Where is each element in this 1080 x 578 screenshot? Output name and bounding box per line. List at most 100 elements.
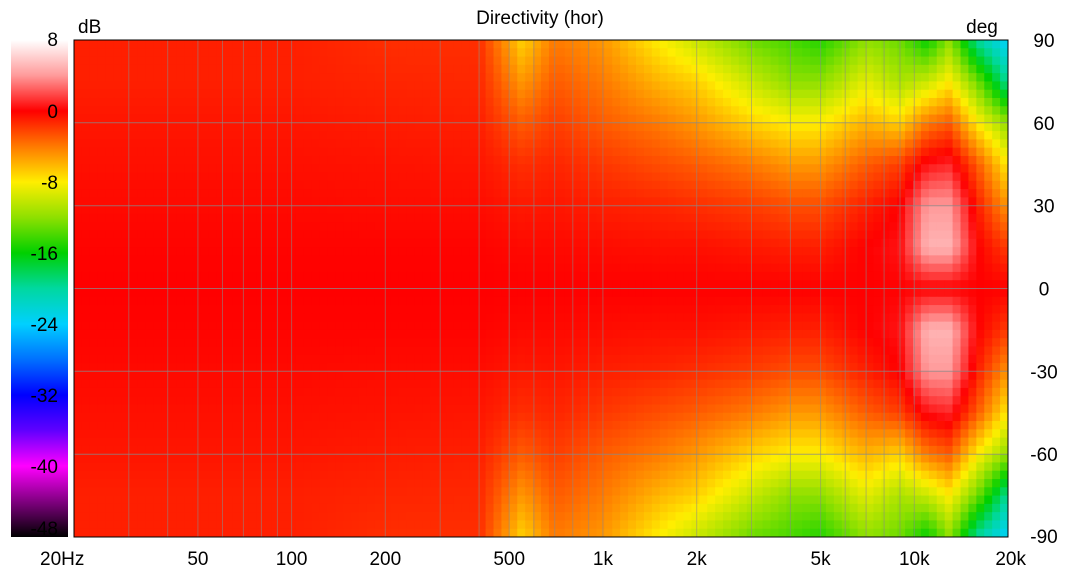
heatmap-cell [184,147,194,157]
heatmap-cell [841,371,851,381]
heatmap-cell [168,189,178,198]
heatmap-cell [145,73,154,83]
heatmap-cell [168,371,178,381]
heatmap-cell [509,313,518,323]
heatmap-cell [548,48,558,58]
heatmap-cell [533,346,542,356]
heatmap-cell [588,379,598,389]
heatmap-cell [770,346,780,356]
heatmap-cell [319,379,328,389]
heatmap-cell [176,313,186,323]
heatmap-cell [493,56,503,66]
heatmap-cell [461,64,471,74]
heatmap-cell [913,255,922,265]
heatmap-cell [248,56,257,66]
heatmap-cell [311,56,320,66]
heatmap-cell [857,180,867,190]
heatmap-cell [770,255,780,265]
heatmap-cell [390,363,400,372]
heatmap-cell [596,197,605,207]
heatmap-cell [580,73,590,83]
heatmap-cell [461,329,471,339]
heatmap-cell [430,97,439,107]
heatmap-cell [572,379,582,389]
heatmap-cell [176,379,186,389]
heatmap-cell [351,321,360,331]
heatmap-cell [699,106,708,116]
heatmap-cell [738,263,748,273]
heatmap-cell [374,164,384,174]
heatmap-cell [541,180,550,190]
heatmap-cell [121,238,131,248]
heatmap-cell [818,321,827,331]
heatmap-cell [659,255,669,265]
heatmap-cell [335,147,344,157]
heatmap-cell [754,56,764,66]
heatmap-cell [651,321,661,331]
heatmap-cell [541,338,550,348]
heatmap-cell [113,131,123,140]
heatmap-cell [137,213,146,223]
heatmap-cell [129,97,138,107]
heatmap-cell [604,48,613,58]
heatmap-cell [469,205,479,215]
heatmap-cell [153,271,162,281]
heatmap-cell [469,263,479,273]
heatmap-cell [699,222,708,232]
heatmap-cell [881,371,890,381]
heatmap-cell [406,288,415,298]
heatmap-cell [865,189,875,198]
heatmap-cell [905,213,914,223]
heatmap-cell [659,379,669,389]
heatmap-cell [113,89,123,99]
heatmap-cell [920,89,930,99]
heatmap-cell [256,197,265,207]
heatmap-cell [913,379,922,389]
heatmap-cell [905,271,914,281]
heatmap-cell [754,40,764,49]
heatmap-cell [857,197,867,207]
heatmap-cell [343,313,352,323]
heatmap-cell [548,296,558,306]
heatmap-cell [366,255,376,265]
heatmap-cell [944,338,954,348]
heatmap-cell [738,296,748,306]
heatmap-cell [612,230,621,240]
heatmap-cell [176,89,186,99]
heatmap-cell [802,122,811,132]
heatmap-cell [810,114,819,124]
heatmap-cell [430,263,439,273]
heatmap-cell [675,379,685,389]
heatmap-cell [905,40,914,49]
heatmap-cell [327,371,336,381]
heatmap-cell [754,155,764,165]
heatmap-cell [992,147,1001,157]
heatmap-cell [398,247,408,256]
heatmap-cell [841,255,851,265]
heatmap-cell [327,131,336,140]
heatmap-cell [525,89,534,99]
heatmap-cell [74,354,83,364]
heatmap-cell [200,155,210,165]
heatmap-cell [992,379,1001,389]
heatmap-cell [873,313,882,323]
heatmap-cell [224,255,233,265]
heatmap-cell [271,64,281,74]
heatmap-cell [984,64,993,74]
heatmap-cell [493,97,503,107]
heatmap-cell [541,114,550,124]
heatmap-cell [446,296,455,306]
heatmap-cell [620,89,629,99]
heatmap-cell [873,305,882,314]
heatmap-cell [161,180,170,190]
heatmap-cell [161,379,170,389]
heatmap-cell [564,338,574,348]
heatmap-cell [667,329,677,339]
heatmap-cell [643,73,653,83]
heatmap-cell [675,73,685,83]
heatmap-cell [849,354,859,364]
heatmap-cell [192,164,202,174]
heatmap-cell [715,247,724,256]
heatmap-cell [778,230,787,240]
heatmap-cell [295,387,305,397]
